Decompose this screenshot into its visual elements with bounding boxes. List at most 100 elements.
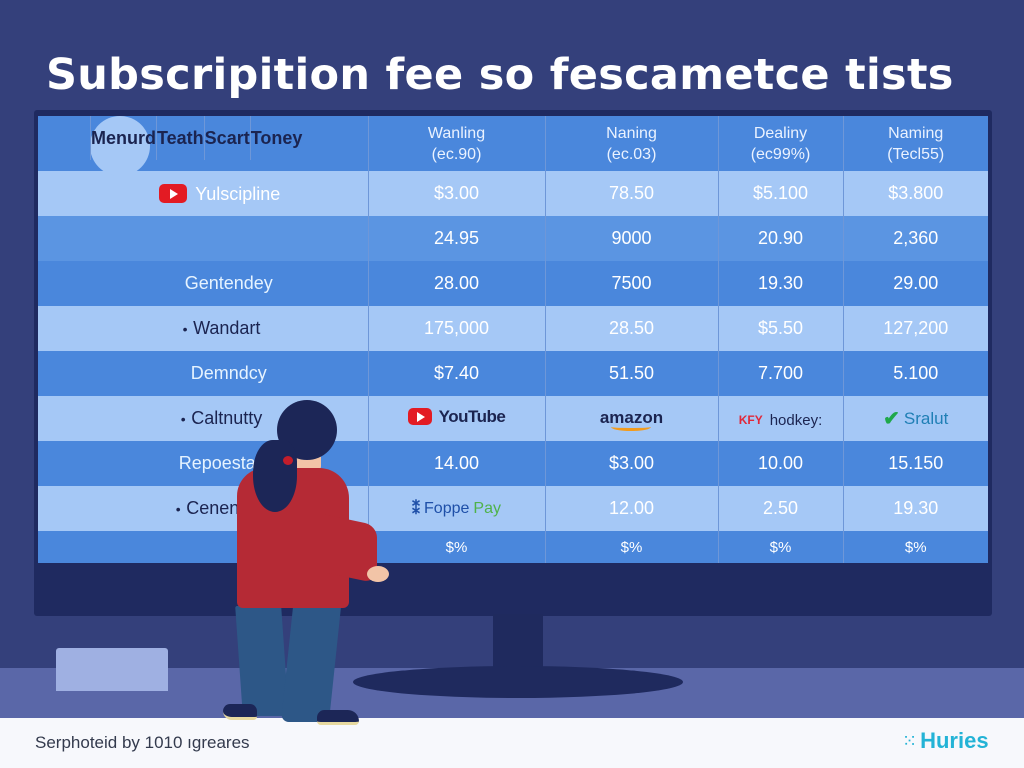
table-cell: 19.30 bbox=[893, 498, 939, 518]
table-cell: $3.00 bbox=[545, 441, 719, 486]
table-cell: $5.50 bbox=[718, 306, 844, 351]
subheader-cell: Wanling (ec.90) bbox=[368, 116, 546, 171]
table-row[interactable]: Demndcy $7.40 51.50 7.700 5.100 bbox=[38, 351, 988, 396]
youtube-logo: YouTube bbox=[407, 406, 506, 427]
table-cell: 5.100 bbox=[893, 363, 939, 383]
hodkey-logo: KFY hodkey: bbox=[739, 412, 823, 429]
subheader-line2: (ec.90) bbox=[431, 145, 482, 163]
brand-cell-amazon[interactable]: amazon bbox=[545, 396, 719, 441]
table-cell: 12.00 bbox=[545, 486, 719, 531]
foppepay-logo: ⁑ Foppe Pay bbox=[412, 499, 501, 519]
person-scrunchie bbox=[283, 456, 293, 465]
table-cell: 28.50 bbox=[545, 306, 719, 351]
amazon-wordmark: amazon bbox=[599, 407, 664, 427]
subheader-line1: Naming bbox=[888, 124, 944, 142]
decorative-box bbox=[56, 648, 168, 691]
subheader-cell: Naming (Tecl55) bbox=[843, 116, 988, 171]
table-cell: $5.100 bbox=[718, 171, 844, 216]
table-row[interactable]: • Wandart 175,000 28.50 $5.50 127,200 bbox=[38, 306, 988, 351]
column-header-teath[interactable]: Teath bbox=[156, 116, 205, 160]
table-cell: $% bbox=[904, 538, 927, 556]
table-row-brands[interactable]: • Caltnutty YouTube amazon KFY hodkey: ✔ Sr… bbox=[38, 396, 988, 441]
table-cell: 28.00 bbox=[368, 261, 546, 306]
table-cell: 20.90 bbox=[718, 216, 844, 261]
brand-cell-foppepay[interactable]: ⁑ Foppe Pay bbox=[368, 486, 546, 531]
subheader-line2: (Tecl55) bbox=[887, 145, 945, 163]
brand-cell-youtube[interactable]: YouTube bbox=[368, 396, 546, 441]
row-label: Demndcy bbox=[38, 351, 369, 396]
subscription-fee-table: Menurd Teath Scart Toney Wanling (ec.90) … bbox=[38, 116, 988, 563]
subheader-cell: Naning (ec.03) bbox=[545, 116, 719, 171]
person-shoe-right bbox=[317, 710, 359, 725]
brand-logo[interactable]: ⁙ Huries bbox=[902, 728, 989, 754]
brand-cell-sralut[interactable]: ✔ Sralut bbox=[843, 396, 988, 441]
footer-credit: Serphoteid by 1010 ıgreares bbox=[35, 733, 250, 752]
sralut-wordmark: Sralut bbox=[903, 408, 949, 428]
row-label-text: Gentendey bbox=[184, 273, 273, 293]
table-row[interactable]: Repoestales 14.00 $3.00 10.00 15.150 bbox=[38, 441, 988, 486]
amazon-logo: amazon bbox=[599, 407, 664, 431]
row-label-text: Wandart bbox=[193, 318, 261, 338]
row-label-text: Demndcy bbox=[190, 363, 267, 383]
page-title: Subscripition fee so fescametce tists bbox=[46, 50, 954, 100]
table-cell: 10.00 bbox=[718, 441, 844, 486]
table-cell: 78.50 bbox=[545, 171, 719, 216]
table-cell: 14.00 bbox=[368, 441, 546, 486]
subheader-line2: (ec99%) bbox=[750, 145, 811, 163]
amazon-smile-icon bbox=[611, 423, 652, 431]
row-label-text: Caltnutty bbox=[191, 408, 263, 428]
column-header-label bbox=[90, 116, 91, 160]
table-cell: 7.700 bbox=[718, 351, 844, 396]
table-cell: 2,360 bbox=[893, 228, 939, 248]
foppepay-wordmark-pay: Pay bbox=[473, 500, 501, 517]
person-illustration bbox=[223, 400, 395, 740]
monitor-stand-neck bbox=[493, 614, 543, 676]
bullet-icon: • bbox=[175, 501, 181, 517]
row-label: Yulscipline bbox=[38, 171, 369, 216]
table-row[interactable]: Yulscipline $3.00 78.50 $5.100 $3.800 bbox=[38, 171, 988, 216]
table-cell: 7500 bbox=[545, 261, 719, 306]
youtube-play-icon bbox=[407, 408, 432, 426]
row-label-text: Yulscipline bbox=[195, 183, 281, 204]
monitor-stand-base bbox=[353, 666, 683, 698]
brand-cell-hodkey[interactable]: KFY hodkey: bbox=[718, 396, 844, 441]
foppepay-wordmark: Foppe bbox=[424, 500, 470, 517]
person-ponytail bbox=[253, 440, 297, 512]
logo-text: Huries bbox=[920, 728, 989, 753]
table-row[interactable]: • Cenentice ⁑ Foppe Pay 12.00 2.50 19.30 bbox=[38, 486, 988, 531]
youtube-wordmark: YouTube bbox=[438, 406, 506, 426]
youtube-play-icon bbox=[159, 184, 188, 204]
table-row[interactable]: Gentendey 28.00 7500 19.30 29.00 bbox=[38, 261, 988, 306]
column-header-menurd[interactable]: Menurd bbox=[90, 116, 157, 160]
table-cell: 19.30 bbox=[718, 261, 844, 306]
column-header-scart[interactable]: Scart bbox=[204, 116, 251, 160]
footer-bar bbox=[0, 718, 1024, 768]
subheader-cell: Dealiny (ec99%) bbox=[718, 116, 844, 171]
foppepay-mark-icon: ⁑ bbox=[412, 501, 421, 518]
table-cell: $% bbox=[718, 531, 844, 563]
table-cell: 24.95 bbox=[368, 216, 546, 261]
table-cell: $% bbox=[545, 531, 719, 563]
table-cell: $3.800 bbox=[888, 183, 944, 203]
row-label: Gentendey bbox=[38, 261, 369, 306]
table-subheader-row: Wanling (ec.90) Naning (ec.03) Dealiny (ec9… bbox=[38, 116, 988, 171]
table-cell: 175,000 bbox=[368, 306, 546, 351]
hodkey-wordmark: hodkey: bbox=[769, 411, 823, 429]
person-hand bbox=[367, 566, 389, 582]
bullet-icon: • bbox=[182, 321, 188, 337]
subheader-line1: Naning bbox=[606, 124, 657, 142]
row-label bbox=[38, 216, 369, 261]
table-cell: $7.40 bbox=[368, 351, 546, 396]
table-cell: 29.00 bbox=[893, 273, 939, 293]
sralut-logo: ✔ Sralut bbox=[883, 406, 948, 431]
table-header-row: Menurd Teath Scart Toney bbox=[90, 116, 302, 176]
table-cell: 127,200 bbox=[883, 318, 949, 338]
row-label: • Wandart bbox=[38, 306, 369, 351]
subheader-line1: Wanling bbox=[427, 124, 486, 142]
table-cell: 15.150 bbox=[888, 453, 944, 473]
column-header-toney[interactable]: Toney bbox=[250, 127, 303, 148]
person-shoe-left bbox=[223, 704, 257, 720]
table-row[interactable]: 24.95 9000 20.90 2,360 bbox=[38, 216, 988, 261]
table-cell: 9000 bbox=[545, 216, 719, 261]
person-leg-right bbox=[280, 606, 342, 722]
